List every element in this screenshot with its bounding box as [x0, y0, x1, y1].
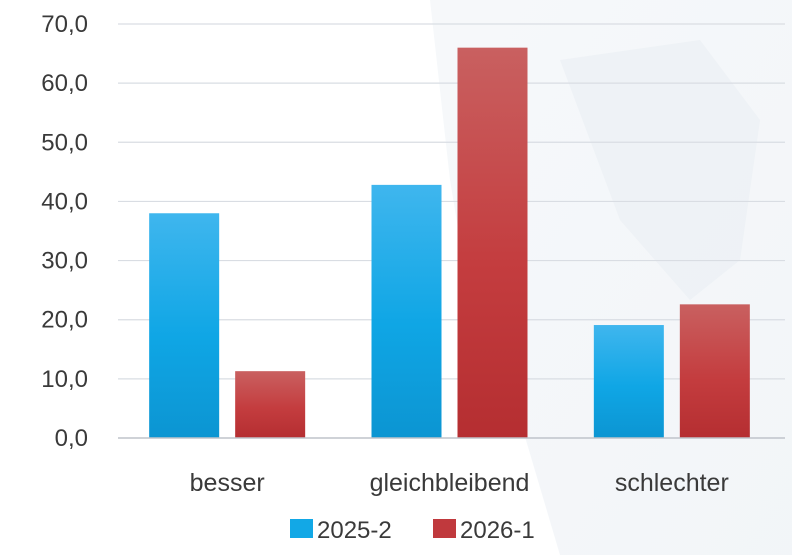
bar-2025-2-besser: [149, 213, 220, 438]
y-tick-label: 0,0: [55, 425, 88, 452]
legend-label: 2025-2: [317, 517, 392, 544]
bar-2025-2-gleichbleibend: [371, 184, 442, 438]
y-tick-label: 30,0: [41, 248, 88, 275]
x-axis-category-labels: besser gleichbleibend schlechter: [190, 469, 729, 497]
bar-2025-2-schlechter: [593, 325, 664, 438]
x-category-label: besser: [190, 469, 265, 497]
x-category-label: gleichbleibend: [370, 469, 530, 497]
bars: [149, 47, 750, 439]
bar-2026-1-schlechter: [679, 304, 750, 438]
y-tick-label: 50,0: [41, 129, 88, 156]
legend: 2025-2 2026-1: [290, 517, 535, 544]
gridlines: [118, 23, 785, 380]
bar-2026-1-gleichbleibend: [457, 47, 528, 439]
y-tick-label: 40,0: [41, 188, 88, 215]
legend-swatch-2026-1: [433, 519, 456, 538]
y-axis-tick-labels: 0,0 10,0 20,0 30,0 40,0 50,0 60,0 70,0: [41, 11, 88, 452]
y-tick-label: 70,0: [41, 11, 88, 38]
y-tick-label: 60,0: [41, 70, 88, 97]
x-category-label: schlechter: [615, 469, 729, 497]
y-tick-label: 10,0: [41, 366, 88, 393]
legend-swatch-2025-2: [290, 519, 313, 538]
bar-2026-1-besser: [235, 371, 306, 438]
y-tick-label: 20,0: [41, 307, 88, 334]
legend-label: 2026-1: [460, 517, 535, 544]
